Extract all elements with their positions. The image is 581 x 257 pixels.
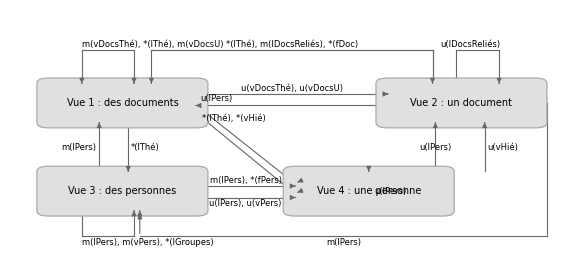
Text: u(vDocsThé), u(vDocsU): u(vDocsThé), u(vDocsU) bbox=[241, 84, 343, 93]
Text: u(lPers): u(lPers) bbox=[375, 187, 407, 196]
Text: m(lPers): m(lPers) bbox=[62, 143, 96, 152]
Text: Vue 1 : des documents: Vue 1 : des documents bbox=[67, 98, 178, 108]
Text: m(lPers), m(vPers), *(lGroupes): m(lPers), m(vPers), *(lGroupes) bbox=[82, 238, 213, 247]
Text: m(lPers): m(lPers) bbox=[326, 238, 361, 247]
FancyBboxPatch shape bbox=[37, 166, 208, 216]
Text: *(lThé), m(IDocsReliés), *(fDoc): *(lThé), m(IDocsReliés), *(fDoc) bbox=[226, 40, 358, 49]
Text: u(lPers): u(lPers) bbox=[419, 143, 451, 152]
Text: Vue 2 : un document: Vue 2 : un document bbox=[411, 98, 512, 108]
Text: Vue 3 : des personnes: Vue 3 : des personnes bbox=[69, 186, 177, 196]
Text: m(lPers), *(fPers): m(lPers), *(fPers) bbox=[210, 176, 282, 185]
Text: Vue 4 : une personne: Vue 4 : une personne bbox=[317, 186, 421, 196]
FancyBboxPatch shape bbox=[376, 78, 547, 128]
Text: m(vDocsThé), *(lThé), m(vDocsU): m(vDocsThé), *(lThé), m(vDocsU) bbox=[82, 40, 223, 49]
Text: u(vHié): u(vHié) bbox=[487, 143, 518, 152]
Text: u(lPers), u(vPers): u(lPers), u(vPers) bbox=[209, 199, 282, 208]
Text: *(lThé): *(lThé) bbox=[131, 143, 160, 152]
FancyBboxPatch shape bbox=[284, 166, 454, 216]
Text: *(lThé), *(vHié): *(lThé), *(vHié) bbox=[202, 114, 266, 123]
Text: u(lPers): u(lPers) bbox=[200, 94, 233, 103]
Text: u(IDocsReliés): u(IDocsReliés) bbox=[440, 40, 500, 49]
FancyBboxPatch shape bbox=[37, 78, 208, 128]
